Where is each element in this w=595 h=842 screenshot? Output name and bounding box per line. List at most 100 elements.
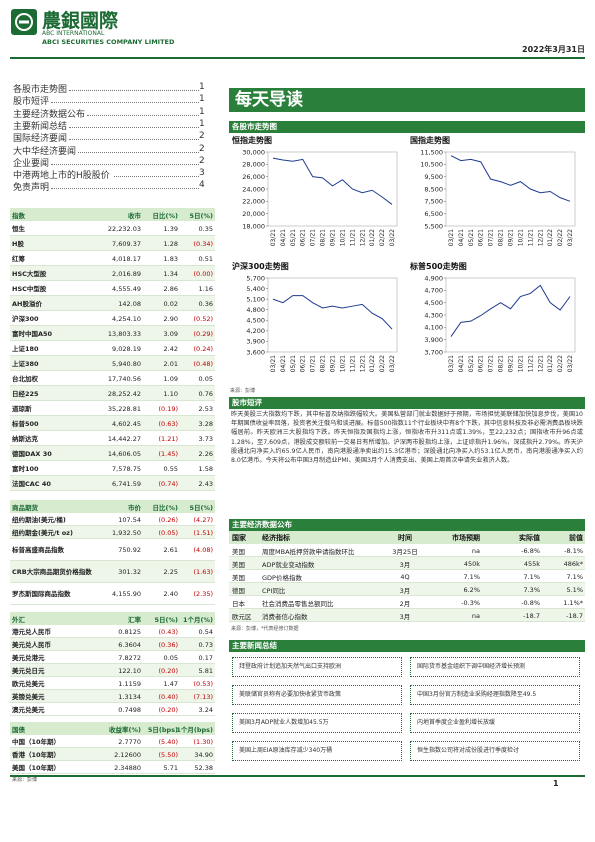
econ-row [229,544,585,557]
econ-cell: 6.2% [463,585,480,594]
y-tick-label: 8,500 [424,185,443,193]
econ-cell: 欧元区 [232,612,252,621]
table-cell: (0.00) [193,269,213,278]
table-cell: 2.86 [163,284,178,293]
x-tick-label: 06/21 [478,355,485,372]
table-header-cell: 日比(%) [152,503,178,512]
table-row [10,236,215,251]
x-tick-label: 04/21 [280,229,287,246]
news-item: 美国3月ADP就业人数增加45.5万 [232,713,402,733]
table-header-cell: 汇率 [128,615,141,624]
x-tick-label: 03/22 [389,355,396,372]
y-tick-label: 28,000 [242,161,265,169]
table-row [10,281,215,296]
x-tick-label: 05/21 [290,229,297,246]
y-tick-label: 4,300 [424,311,443,319]
table-cell: 13,803.33 [107,329,141,338]
x-tick-label: 12/21 [537,229,544,246]
x-tick-label: 11/21 [527,229,534,246]
econ-cell: 7.1% [566,572,583,581]
table-cell: 5.71 [163,763,178,772]
econ-cell: 2月 [399,599,411,608]
x-tick-label: 05/21 [468,355,475,372]
y-tick-label: 20,000 [242,210,265,218]
toc-title: 免责声明 [13,183,50,194]
table-row [10,296,215,311]
chart-title: 标普500走势图 [409,261,467,271]
table-cell: (0.36) [158,640,178,649]
x-tick-label: 04/21 [280,355,287,372]
toc-page: 1 [199,82,205,92]
x-tick-label: 03/21 [270,355,277,372]
table-header-cell: 日比(%) [152,211,178,220]
table-cell: 中国（10年期） [12,737,61,746]
x-tick-label: 09/21 [508,229,515,246]
table-cell: 5.81 [198,666,213,675]
table-cell: 7,578.75 [112,464,141,473]
econ-header [229,531,585,544]
table-cell: (0.24) [193,344,213,353]
table-cell: 0.8125 [118,627,141,636]
news-item: 拜登政府计划追加天然气出口支持欧洲 [232,657,402,677]
x-tick-label: 11/21 [349,229,356,246]
econ-cell: 7.3% [523,585,540,594]
chart-title: 国指走势图 [410,135,450,145]
table-cell: 4,602.45 [112,419,141,428]
table-cell: 0.05 [198,374,213,383]
table-cell: 1.3134 [118,692,141,701]
toc-leader [78,151,199,153]
table-cell: 0.73 [198,640,213,649]
price-line [450,284,571,337]
table-cell: (0.40) [158,692,178,701]
econ-cell: 455k [523,559,540,568]
table-cell: 法国CAC 40 [12,479,51,488]
econ-cell: 美国 [232,547,245,556]
table-cell: 纳斯达克 [12,434,38,443]
table-cell: 标普高盛商品指数 [12,546,64,554]
table-cell: (1.45) [158,449,178,458]
news-text: 美国3月ADP就业人数增加45.5万 [239,719,329,726]
econ-cell: -6.8% [521,546,540,555]
toc-leader [51,188,199,190]
econ-row [229,557,585,570]
table-cell: (1.51) [193,528,213,537]
table-cell: 22,232.03 [107,224,141,233]
toc-title: 大中华经济要闻 [13,146,77,157]
news-item: 内地首季度企业盈利增长放缓 [410,713,580,733]
toc-leader [114,176,199,178]
company-en: ABCI SECURITIES COMPANY LIMITED [42,38,175,46]
table-row [10,416,215,431]
table-cell: (0.34) [193,239,213,248]
econ-cell: -18.7 [523,611,540,620]
x-tick-label: 04/21 [458,229,465,246]
table-cell: (0.74) [158,479,178,488]
table-cell: (0.29) [193,329,213,338]
y-tick-label: 4,500 [424,299,443,307]
table-cell: 澳元兑美元 [12,705,45,714]
news-text: 国际货币基金组织下调中国经济增长预测 [417,663,526,670]
news-item: 中国3月份官方制造业采购经理指数降至49.5 [410,685,580,705]
x-tick-label: 07/21 [310,229,317,246]
table-header-cell: 5日(%) [189,503,213,512]
x-tick-label: 12/21 [359,355,366,372]
x-tick-label: 07/21 [310,355,317,372]
table-row [10,461,215,476]
table-cell: (0.63) [158,419,178,428]
x-tick-label: 01/22 [547,229,554,246]
x-tick-label: 08/21 [498,355,505,372]
table-cell: (0.43) [158,627,178,636]
table-row [10,638,215,651]
table-cell: 1.09 [163,374,178,383]
table-cell: AH股溢价 [12,299,42,308]
table-header-cell: 商品期货 [12,503,38,512]
table-row [10,703,215,716]
x-tick-label: 08/21 [498,229,505,246]
table-cell: (0.48) [193,359,213,368]
table-cell: (1.21) [158,434,178,443]
y-tick-label: 5,500 [424,222,443,230]
x-tick-label: 01/22 [547,355,554,372]
y-tick-label: 24,000 [242,185,265,193]
table-cell: 纽约期金(美元/t oz) [12,528,73,537]
table-cell: 罗杰斯国际商品指数 [12,590,71,598]
